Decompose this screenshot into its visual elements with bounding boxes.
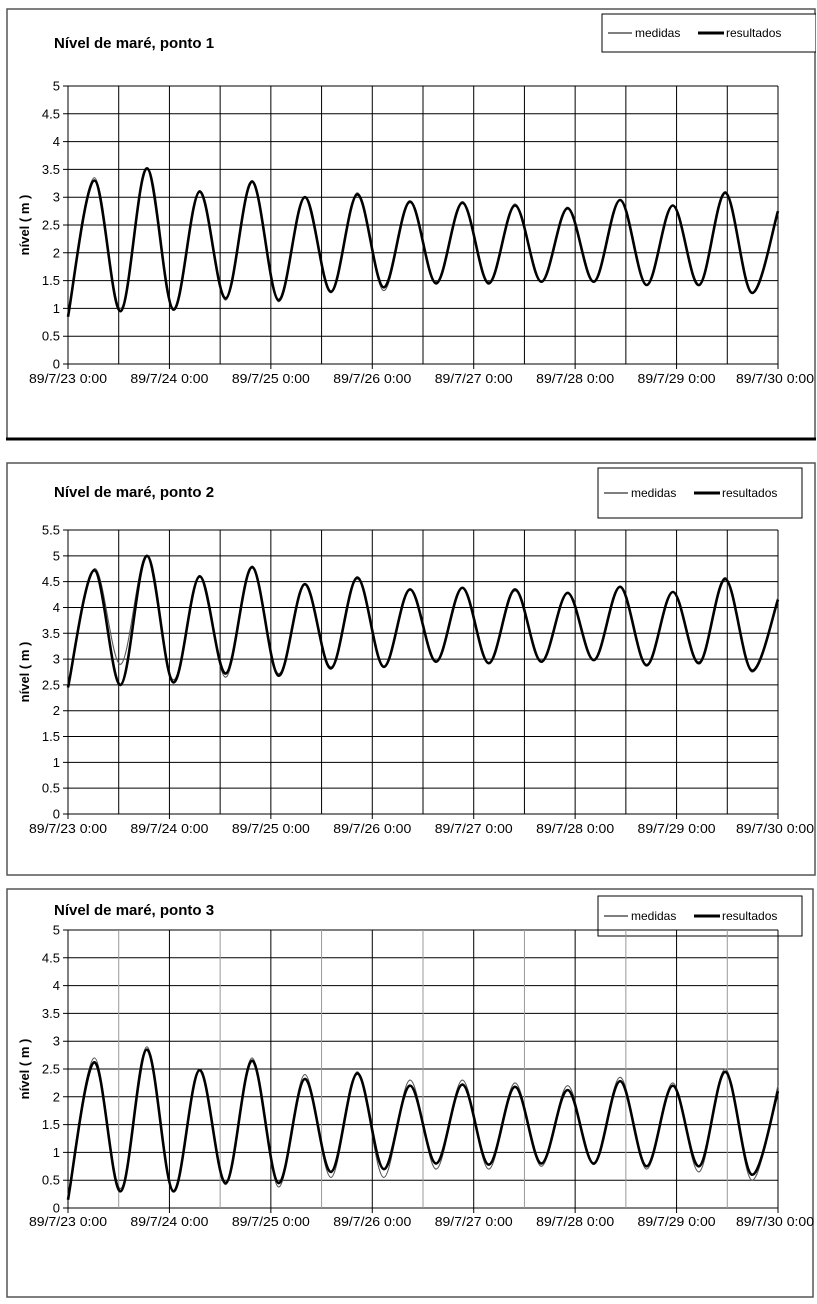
x-tick-label: 89/7/28 0:00 xyxy=(536,371,614,386)
y-tick-label: 4 xyxy=(53,978,60,993)
chart-panel-1: Nível de maré, ponto 1 medidas resultados 0… xyxy=(6,8,816,442)
y-tick-label: 3.5 xyxy=(42,162,60,177)
y-tick-label: 1.5 xyxy=(42,273,60,288)
legend-item-resultados: resultados xyxy=(698,26,781,40)
tide-chart-ponto-2: Nível de maré, ponto 2 medidas resultados 0… xyxy=(6,462,816,876)
y-tick-label: 0.5 xyxy=(42,1173,60,1188)
x-tick-label: 89/7/30 0:00 xyxy=(736,371,814,386)
y-tick-label: 5.5 xyxy=(42,523,60,538)
y-tick-label: 2 xyxy=(53,1089,60,1104)
y-tick-label: 1 xyxy=(53,301,60,316)
y-tick-label: 3 xyxy=(53,1034,60,1049)
x-tick-label: 89/7/27 0:00 xyxy=(435,371,513,386)
series-resultados xyxy=(66,554,780,688)
series-resultados xyxy=(66,1048,780,1200)
y-axis-label: nível ( m ) xyxy=(17,642,32,703)
x-tick-label: 89/7/30 0:00 xyxy=(736,821,814,836)
legend-item-resultados: resultados xyxy=(694,909,777,923)
y-tick-label: 2 xyxy=(53,703,60,718)
y-tick-label: 5 xyxy=(53,79,60,94)
legend-label-medidas: medidas xyxy=(631,909,676,923)
y-tick-label: 2.5 xyxy=(42,218,60,233)
chart-panel-2: Nível de maré, ponto 2 medidas resultados 0… xyxy=(6,462,816,878)
y-tick-label: 5 xyxy=(53,923,60,938)
legend-label-medidas: medidas xyxy=(635,26,680,40)
x-tick-label: 89/7/25 0:00 xyxy=(232,821,310,836)
legend: medidas resultados xyxy=(601,13,816,53)
y-tick-label: 4.5 xyxy=(42,106,60,121)
y-tick-label: 3.5 xyxy=(42,626,60,641)
y-tick-label: 3 xyxy=(53,652,60,667)
x-tick-label: 89/7/23 0:00 xyxy=(29,371,107,386)
x-tick-label: 89/7/23 0:00 xyxy=(29,821,107,836)
y-tick-label: 0 xyxy=(53,357,60,372)
x-tick-label: 89/7/25 0:00 xyxy=(232,371,310,386)
x-tick-label: 89/7/30 0:00 xyxy=(736,1214,814,1229)
series-resultados xyxy=(66,166,780,317)
y-tick-label: 5 xyxy=(53,548,60,563)
y-tick-label: 2.5 xyxy=(42,1062,60,1077)
x-tick-label: 89/7/26 0:00 xyxy=(333,1214,411,1229)
y-tick-label: 4.5 xyxy=(42,950,60,965)
legend-label-resultados: resultados xyxy=(726,26,781,40)
chart-title: Nível de maré, ponto 3 xyxy=(54,902,214,919)
legend: medidas resultados xyxy=(597,467,803,519)
x-tick-label: 89/7/26 0:00 xyxy=(333,371,411,386)
y-tick-label: 4 xyxy=(53,600,60,615)
chart-title: Nível de maré, ponto 1 xyxy=(54,35,214,52)
legend-box xyxy=(597,467,803,519)
y-axis-label: nível ( m ) xyxy=(17,195,32,256)
legend: medidas resultados xyxy=(597,895,803,937)
y-tick-label: 1 xyxy=(53,1145,60,1160)
x-tick-label: 89/7/25 0:00 xyxy=(232,1214,310,1229)
y-tick-label: 0.5 xyxy=(42,329,60,344)
x-tick-label: 89/7/27 0:00 xyxy=(435,1214,513,1229)
x-tick-label: 89/7/24 0:00 xyxy=(130,371,208,386)
y-tick-label: 0 xyxy=(53,807,60,822)
legend-item-resultados: resultados xyxy=(694,486,777,500)
y-tick-label: 3 xyxy=(53,190,60,205)
x-tick-label: 89/7/29 0:00 xyxy=(638,821,716,836)
legend-item-medidas: medidas xyxy=(604,486,676,500)
y-tick-label: 4.5 xyxy=(42,574,60,589)
legend-label-resultados: resultados xyxy=(722,486,777,500)
x-tick-label: 89/7/27 0:00 xyxy=(435,821,513,836)
x-tick-label: 89/7/23 0:00 xyxy=(29,1214,107,1229)
chart-panel-3: Nível de maré, ponto 3 medidas resultados 0… xyxy=(6,888,816,1300)
x-tick-label: 89/7/24 0:00 xyxy=(130,821,208,836)
legend-label-medidas: medidas xyxy=(631,486,676,500)
x-tick-label: 89/7/24 0:00 xyxy=(130,1214,208,1229)
legend-label-resultados: resultados xyxy=(722,909,777,923)
y-tick-label: 1.5 xyxy=(42,1117,60,1132)
tide-chart-ponto-3: Nível de maré, ponto 3 medidas resultados 0… xyxy=(6,888,814,1298)
y-axis-label: nível ( m ) xyxy=(17,1039,32,1100)
y-tick-label: 1 xyxy=(53,755,60,770)
legend-item-medidas: medidas xyxy=(604,909,676,923)
y-tick-label: 2.5 xyxy=(42,677,60,692)
chart-title: Nível de maré, ponto 2 xyxy=(54,484,214,501)
chart-frame xyxy=(6,888,814,1298)
x-tick-label: 89/7/29 0:00 xyxy=(638,371,716,386)
y-tick-label: 0.5 xyxy=(42,781,60,796)
y-tick-label: 2 xyxy=(53,245,60,260)
legend-item-medidas: medidas xyxy=(608,26,680,40)
chart-frame xyxy=(6,462,816,876)
y-tick-label: 3.5 xyxy=(42,1006,60,1021)
x-tick-label: 89/7/26 0:00 xyxy=(333,821,411,836)
y-tick-label: 0 xyxy=(53,1201,60,1216)
y-tick-label: 1.5 xyxy=(42,729,60,744)
x-tick-label: 89/7/28 0:00 xyxy=(536,1214,614,1229)
tide-chart-ponto-1: Nível de maré, ponto 1 medidas resultados 0… xyxy=(6,8,816,441)
y-tick-label: 4 xyxy=(53,134,60,149)
x-tick-label: 89/7/29 0:00 xyxy=(638,1214,716,1229)
x-tick-label: 89/7/28 0:00 xyxy=(536,821,614,836)
